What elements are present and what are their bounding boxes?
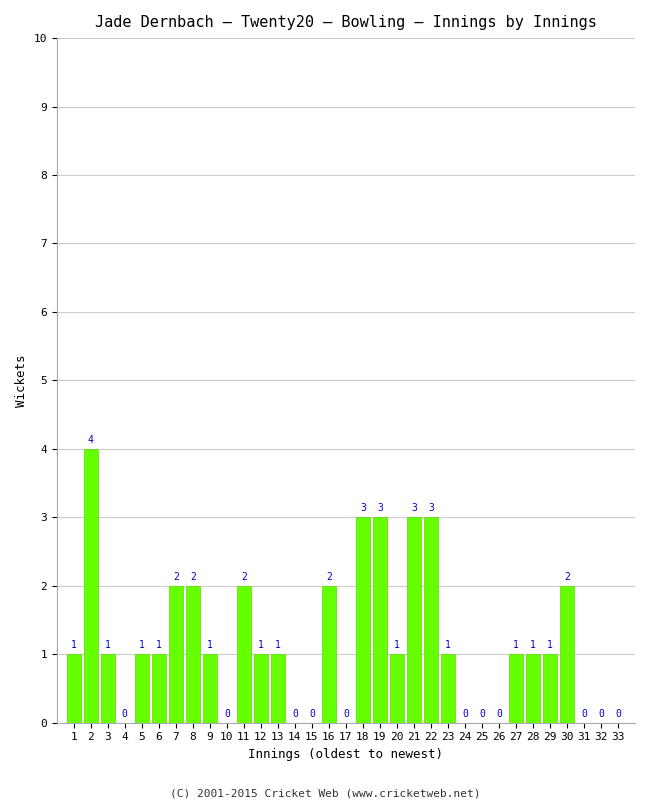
Bar [237,586,251,722]
Bar [356,518,370,722]
Text: 1: 1 [71,640,77,650]
Text: 2: 2 [173,572,179,582]
Text: 1: 1 [156,640,162,650]
Bar [509,654,523,722]
Text: 0: 0 [462,709,468,718]
Text: 1: 1 [275,640,281,650]
Text: 0: 0 [224,709,230,718]
Bar [560,586,574,722]
Text: 1: 1 [513,640,519,650]
Text: 2: 2 [326,572,332,582]
Bar [254,654,268,722]
Text: 3: 3 [360,503,366,514]
Bar [270,654,285,722]
Text: 0: 0 [479,709,485,718]
Bar [203,654,217,722]
Text: 1: 1 [547,640,553,650]
Bar [151,654,166,722]
Bar [186,586,200,722]
Text: 3: 3 [428,503,434,514]
Text: (C) 2001-2015 Cricket Web (www.cricketweb.net): (C) 2001-2015 Cricket Web (www.cricketwe… [170,788,480,798]
Text: 1: 1 [207,640,213,650]
Text: 0: 0 [292,709,298,718]
X-axis label: Innings (oldest to newest): Innings (oldest to newest) [248,748,443,761]
Text: 1: 1 [139,640,145,650]
Text: 0: 0 [615,709,621,718]
Text: 0: 0 [343,709,349,718]
Bar [390,654,404,722]
Bar [84,449,98,722]
Bar [407,518,421,722]
Text: 1: 1 [530,640,536,650]
Text: 0: 0 [598,709,604,718]
Text: 2: 2 [190,572,196,582]
Bar [441,654,455,722]
Bar [424,518,438,722]
Text: 0: 0 [496,709,502,718]
Text: 0: 0 [122,709,128,718]
Text: 1: 1 [394,640,400,650]
Text: 0: 0 [309,709,315,718]
Bar [135,654,149,722]
Text: 1: 1 [105,640,111,650]
Bar [322,586,336,722]
Bar [168,586,183,722]
Text: 1: 1 [258,640,264,650]
Bar [372,518,387,722]
Text: 3: 3 [411,503,417,514]
Y-axis label: Wickets: Wickets [15,354,28,406]
Bar [543,654,557,722]
Text: 3: 3 [377,503,383,514]
Text: 2: 2 [241,572,247,582]
Text: 0: 0 [581,709,587,718]
Text: 4: 4 [88,434,94,445]
Title: Jade Dernbach – Twenty20 – Bowling – Innings by Innings: Jade Dernbach – Twenty20 – Bowling – Inn… [95,15,597,30]
Bar [101,654,115,722]
Bar [66,654,81,722]
Bar [526,654,540,722]
Text: 1: 1 [445,640,451,650]
Text: 2: 2 [564,572,570,582]
